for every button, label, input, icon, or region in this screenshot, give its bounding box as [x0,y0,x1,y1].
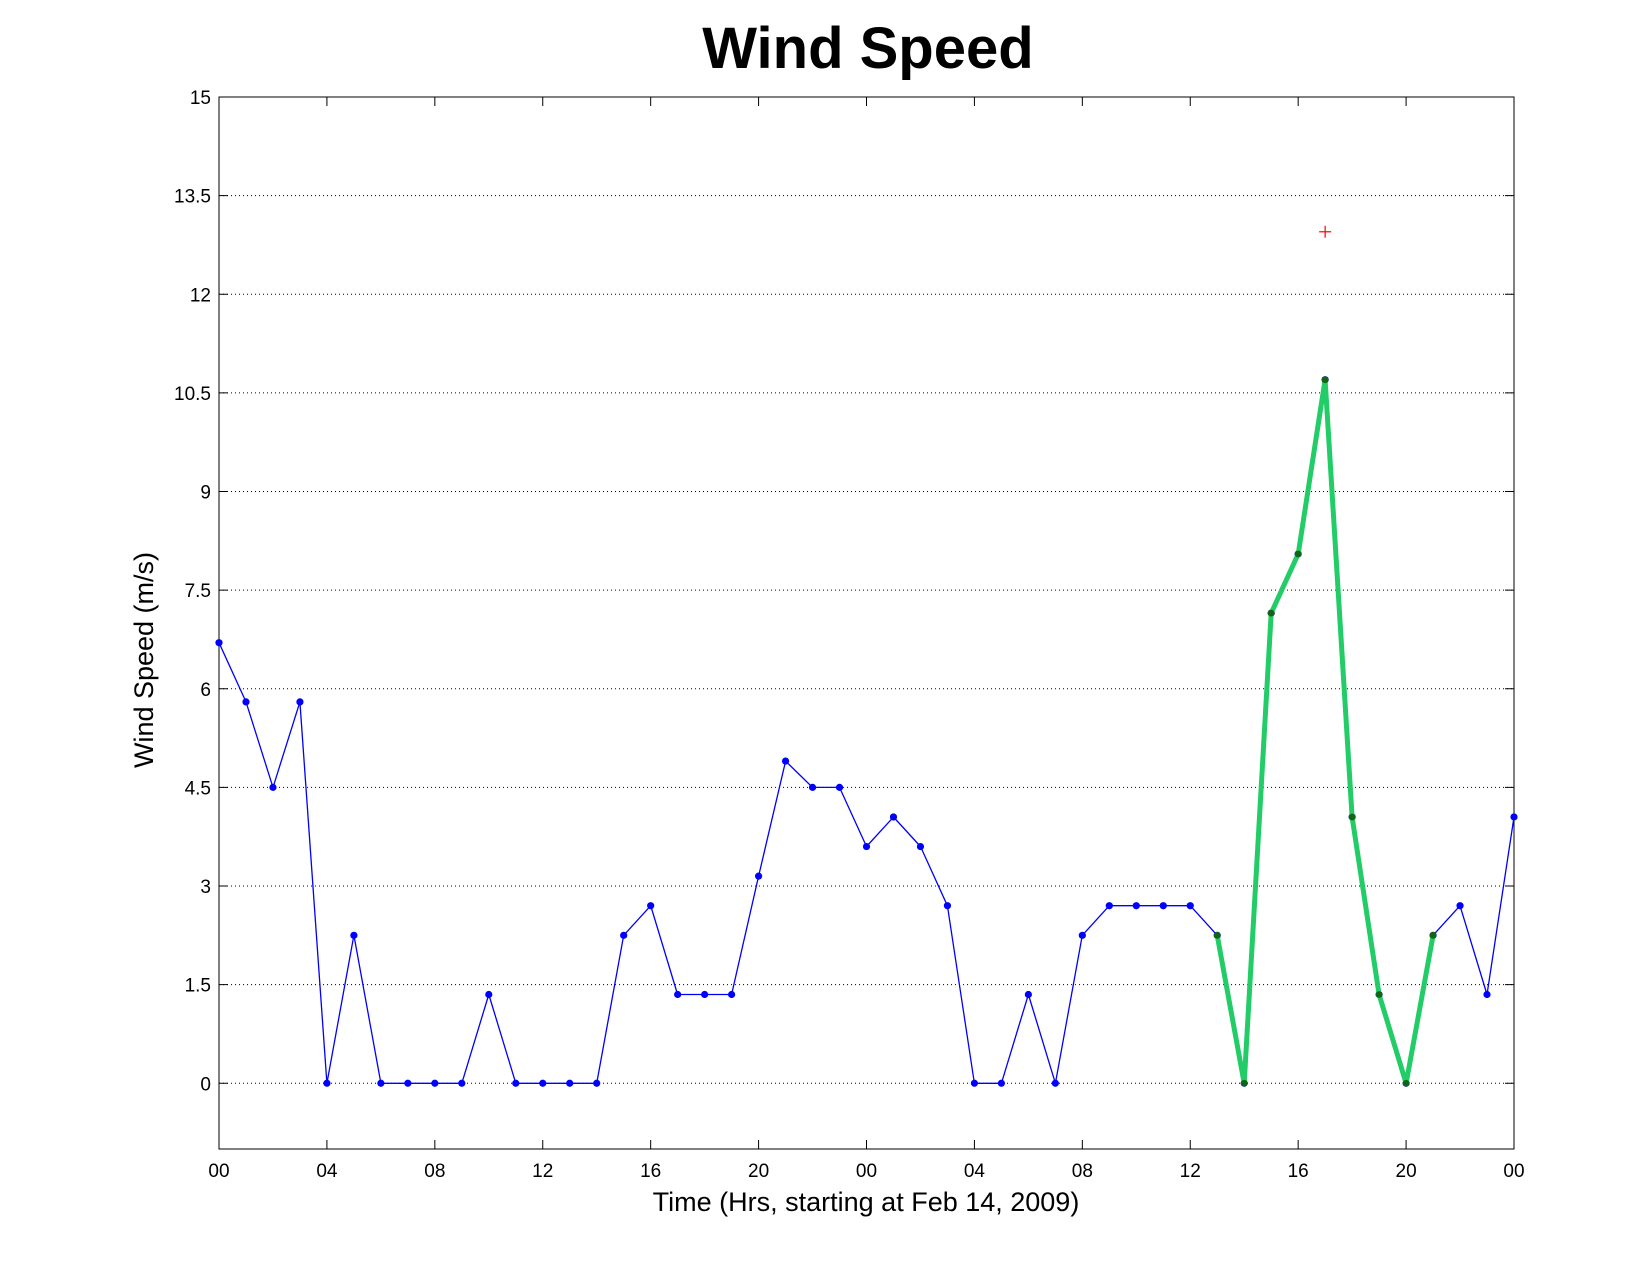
x-tick-label: 08 [1072,1161,1093,1182]
data-point [539,1079,547,1087]
data-point [997,1079,1005,1087]
data-point [916,842,925,851]
data-point [431,1079,439,1087]
y-axis-label: Wind Speed (m/s) [129,552,159,768]
plus-marker [1319,225,1332,238]
data-point [862,842,871,851]
data-point [674,990,682,999]
data-point [1510,813,1518,821]
data-point [1213,931,1221,939]
data-point [781,757,790,765]
data-point [1186,902,1194,910]
data-point [1321,376,1329,384]
data-point [1024,990,1032,999]
data-point [458,1079,466,1087]
data-point [754,872,763,880]
data-point [889,813,898,821]
data-point [215,639,223,647]
data-point [593,1079,601,1087]
data-point [1132,902,1140,910]
series-line-1 [1214,377,1436,1086]
data-point [377,1079,385,1087]
x-tick-label: 20 [1396,1161,1417,1182]
x-tick-label: 16 [640,1161,661,1182]
series-layer [215,376,1518,1087]
data-point [350,931,358,939]
x-tick-label: 04 [964,1161,986,1182]
data-point [1402,1079,1410,1087]
data-point [269,783,277,791]
data-point [970,1079,979,1087]
x-tick-label: 00 [1503,1161,1524,1182]
x-tick-label: 20 [748,1161,769,1182]
axis-ticks: 0 1.5 3 4.5 6 7.5 9 10.5 12 13.5 15 00 04 08 12 16 20 00 0… [174,88,1525,1182]
y-tick-label: 0 [200,1074,211,1095]
data-point [1429,931,1437,939]
y-tick-label: 9 [200,483,211,504]
data-point [647,902,655,910]
data-point [808,783,817,791]
data-point [835,783,844,791]
x-tick-label: 04 [316,1161,338,1182]
data-point [404,1079,412,1087]
data-point [1483,990,1491,999]
y-tick-label: 15 [190,88,211,109]
x-tick-label: 12 [1180,1161,1201,1182]
data-point [728,990,736,999]
series-line-0 [218,379,1515,1084]
data-point [1294,550,1302,558]
x-tick-label: 12 [532,1161,553,1182]
data-point [1051,1079,1059,1087]
data-point [566,1079,574,1087]
data-point [1375,991,1383,998]
data-point [943,902,952,910]
data-point [1078,931,1086,939]
annotation-layer [1319,225,1332,238]
y-tick-label: 1.5 [185,976,211,997]
plot-frame [218,96,1515,1150]
x-axis-label: Time (Hrs, starting at Feb 14, 2009) [653,1187,1080,1217]
data-point [1159,902,1167,910]
y-grid [219,195,1514,1084]
data-point [1267,609,1275,617]
data-point [323,1079,331,1087]
y-tick-label: 13.5 [174,187,211,208]
data-point [242,698,250,706]
x-tick-label: 00 [208,1161,229,1182]
data-point [1240,1079,1248,1087]
y-tick-label: 12 [190,285,211,306]
y-tick-label: 7.5 [185,581,211,602]
y-tick-label: 6 [200,680,211,701]
x-tick-label: 00 [856,1161,877,1182]
y-tick-label: 4.5 [185,778,211,799]
y-tick-label: 10.5 [174,384,211,405]
x-tick-label: 08 [424,1161,445,1182]
data-point [1348,813,1356,821]
data-point [512,1079,520,1087]
data-point [1105,902,1113,910]
data-point [485,990,493,999]
data-point [296,698,304,706]
x-tick-label: 16 [1288,1161,1309,1182]
data-point [701,990,709,999]
data-point [1456,902,1464,910]
data-point [620,931,628,939]
chart-title: Wind Speed [702,16,1033,81]
y-tick-label: 3 [200,877,211,898]
